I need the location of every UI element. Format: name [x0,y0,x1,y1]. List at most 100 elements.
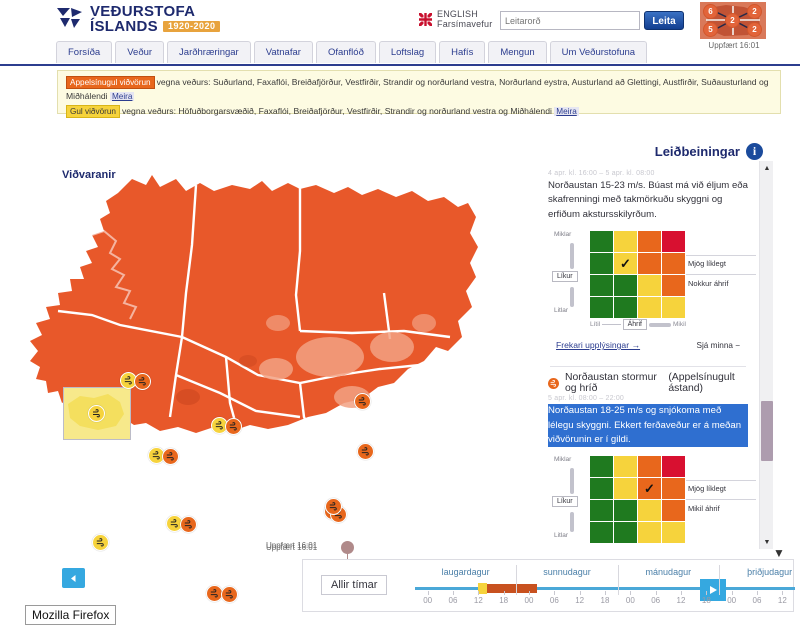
nav-underline [0,64,800,66]
warning-card-2[interactable]: Norðaustan stormur og hríð (Appelsínugult… [540,356,756,544]
warning-banner-line-yellow: Gul viðvörun vegna veðurs: Höfuðborgarsvæ… [66,105,772,119]
timeline-current-pin-head[interactable] [341,541,354,554]
show-less-link[interactable]: Sjá minna − [696,340,740,350]
minimap-count-center[interactable]: 2 [725,13,740,28]
map-inset-capital-region[interactable] [63,387,131,440]
matrix-cell-r3-c1 [614,297,637,319]
nav-tab-9[interactable]: Um Veðurstofuna [549,41,648,63]
language-english-link[interactable]: ENGLISH [437,9,478,19]
wind-warning-icon [210,589,218,598]
search-button[interactable]: Leita [644,11,684,30]
nav-tab-3[interactable]: Jarðhræringar [167,41,251,63]
info-icon[interactable]: i [746,143,763,160]
warning-title: Norðaustan stormur og hríð [565,372,657,395]
matrix-cell-r3-c2 [638,522,661,544]
yellow-warning-more-link[interactable]: Meira [554,107,579,117]
site-logo[interactable]: VEÐURSTOFA ÍSLANDS 1920-2020 [56,4,221,34]
risk-matrix: Miklar Litlar Líkur ✓ Mjög líklegt Mikil áhri… [548,454,756,544]
more-information-link[interactable]: Frekari upplýsingar → [556,340,641,351]
warning-list-viewport: 4 apr. kl. 16:00 – 5 apr. kl. 08:00 Norða… [540,166,756,544]
warning-card-list: 4 apr. kl. 16:00 – 5 apr. kl. 08:00 Norða… [540,166,756,544]
nav-tab-8[interactable]: Mengun [488,41,547,63]
map-warning-marker-m9[interactable] [354,393,371,410]
inset-warning-marker[interactable] [88,405,105,422]
minimap-count-southwest[interactable]: 5 [703,22,718,37]
timeline-yellow-segment[interactable] [478,583,487,594]
nav-tab-7[interactable]: Hafís [439,41,486,63]
timeline-track[interactable] [415,587,795,590]
warning-title-sub: (Appelsínugult ástand) [668,372,735,395]
minimap-count-southeast[interactable]: 2 [747,22,762,37]
wind-warning-icon [152,451,160,460]
timeline-tick-2 [478,591,480,595]
matrix-cell-r3-c3 [662,522,685,544]
matrix-cell-r0-c1 [614,231,637,253]
matrix-cell-r1-c3 [662,478,685,500]
matrix-x-low-label: Lítil [590,321,601,329]
mobile-site-link[interactable]: Farsímavefur [437,19,493,30]
nav-tab-list: Forsíða Veður Jarðhræringar Vatnafar Ofanfló… [56,41,648,63]
timeline-axis[interactable]: 00 06 12 18 00 06 12 18 00 06 12 18 00 06 12 laugardagu… [415,560,795,613]
matrix-grid: ✓ [590,456,685,544]
matrix-selected-check-icon: ✓ [620,255,631,271]
map-warning-marker-m14[interactable] [221,586,238,603]
language-switch[interactable]: ENGLISH Farsímavefur [417,9,493,30]
timeline-hour-label-2: 12 [473,596,483,605]
map-warning-marker-m8[interactable] [180,516,197,533]
nav-tab-6[interactable]: Loftslag [378,41,437,63]
minimap-count-northwest[interactable]: 6 [703,4,718,19]
matrix-y-high-label: Miklar [554,456,572,464]
map-warning-marker-m4[interactable] [225,418,242,435]
timeline-hour-label-1: 06 [448,596,458,605]
matrix-cell-r0-c0 [590,231,613,253]
minimap-count-northeast[interactable]: 2 [747,4,762,19]
timeline-orange-segment[interactable] [486,584,538,593]
search-form: Leita [500,11,684,30]
matrix-cell-r3-c3 [662,297,685,319]
scroll-up-arrow-icon[interactable]: ▲ [763,164,771,172]
timeline-hour-label-3: 18 [499,596,509,605]
matrix-grid: ✓ [590,231,685,319]
matrix-y-track-upper [570,243,574,270]
timeline-hour-label-5: 06 [549,596,559,605]
matrix-cell-r1-c2 [638,253,661,275]
matrix-y-track-lower [570,512,574,533]
search-input[interactable] [500,11,640,30]
warning-card-1[interactable]: 4 apr. kl. 16:00 – 5 apr. kl. 08:00 Norða… [540,166,756,356]
orange-warning-more-link[interactable]: Meira [109,91,135,101]
map-title: Viðvaranir [62,169,116,181]
play-icon [709,586,717,594]
matrix-x-axis-label: Áhrif [622,319,647,331]
scroll-down-arrow-icon[interactable]: ▼ [763,538,771,546]
yellow-warning-text: vegna veðurs: Höfuðborgarsvæðið, Faxafló… [121,106,552,117]
matrix-legend-impact: Mikil áhrif [688,504,720,514]
map-warning-marker-m6[interactable] [162,448,179,465]
minimap-warning-summary[interactable]: 6 2 2 5 2 [700,2,766,39]
all-times-button[interactable]: Allir tímar [321,575,388,595]
map-warning-marker-m10[interactable] [357,443,374,460]
nav-tab-4[interactable]: Vatnafar [253,41,313,63]
timeline-day-separator-2 [617,565,619,595]
matrix-cell-r2-c0 [590,275,613,297]
warning-list-scrollbar[interactable]: ▲ ▼ [759,161,773,549]
matrix-cell-r2-c2 [638,500,661,522]
wind-warning-icon [124,376,132,385]
scrollbar-thumb[interactable] [761,401,773,461]
nav-tab-5[interactable]: Ofanflóð [315,41,376,63]
nav-tab-1[interactable]: Forsíða [56,41,113,63]
nav-tab-2[interactable]: Veður [115,41,165,63]
warning-banner: Appelsínugul viðvörun vegna veðurs: Suður… [57,70,781,119]
matrix-legend-line-top [686,480,756,482]
timeline-tick-5 [554,591,556,595]
matrix-y-high-label: Miklar [554,231,572,239]
matrix-cell-r3-c1 [614,522,637,544]
iceland-map[interactable] [0,125,540,550]
timeline-collapse-caret-icon[interactable]: ▼ [773,546,785,560]
map-back-button[interactable] [62,568,85,588]
map-warning-marker-m2[interactable] [134,373,151,390]
map-warning-marker-m16[interactable] [92,534,109,551]
timeline-day-label-2: sunnudagur [543,567,591,577]
timeline-hour-label-0: 00 [423,596,433,605]
map-warning-marker-m15[interactable] [325,498,342,515]
timeline-hour-label-7: 18 [600,596,610,605]
